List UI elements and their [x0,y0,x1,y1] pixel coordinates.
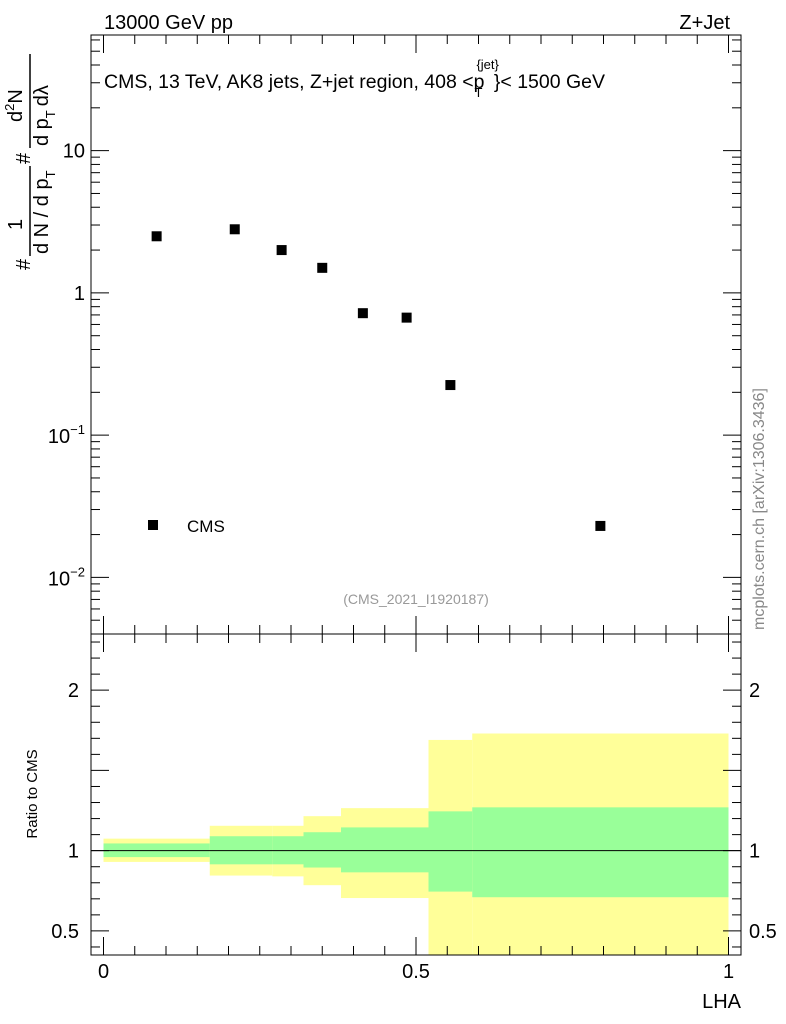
stat-uncertainty-band [472,807,729,898]
legend-label: CMS [187,517,225,536]
tick-base: 10 [48,568,70,590]
main-ytick-label: 10 [63,141,85,163]
ylabel-frac2-den-sub: T [43,110,58,118]
ratio-ytick-label: 1 [68,841,79,863]
main-frame [90,34,742,635]
ylabel-frac2-num-n: N [5,89,27,103]
tick-exponent: −2 [70,564,85,579]
analysis-id: (CMS_2021_I1920187) [343,591,489,607]
ylabel-hash1: # [13,258,35,270]
ylabel-dn-sub: T [43,170,58,178]
ratio-ytick-label-right: 2 [749,680,760,702]
ratio-xlabel: LHA [702,991,742,1013]
title-post: }< 1500 GeV [494,71,605,93]
header-left: 13000 GeV pp [104,12,233,34]
title-sup: {jet} [476,57,499,72]
data-point [445,380,456,391]
legend-marker [148,520,158,530]
main-ytick-label: 10−1 [48,422,85,448]
data-point [401,312,412,323]
ratio-panel [91,733,741,955]
ylabel-frac2-num-d: d [5,111,27,122]
main-ytick-label: 10−2 [48,564,85,590]
data-point [317,262,328,273]
ylabel-frac2-num: d2N [2,89,27,122]
stat-uncertainty-band [303,832,341,868]
watermark: mcplots.cern.ch [arXiv:1306.3436] [751,388,768,630]
ratio-xtick-label: 0 [98,961,109,983]
ylabel-dn: d N / d pT [31,170,58,254]
main-ylabel: # 1 d N / d pT # d2N d pTdλ [2,54,58,270]
ylabel-frac2-den-d: d p [31,118,53,146]
tick-base: 10 [48,426,70,448]
ratio-ytick-label-right: 0.5 [749,921,777,943]
main-title: CMS, 13 TeV, AK8 jets, Z+jet region, 408… [104,57,605,100]
ylabel-frac2-den-l: dλ [31,85,53,106]
ylabel-frac2-num-sup: 2 [2,104,17,111]
ratio-ytick-label: 0.5 [51,921,79,943]
main-ytick-label: 1 [74,283,85,305]
stat-uncertainty-band [428,811,473,892]
ratio-ytick-label: 2 [68,680,79,702]
ylabel-frac2-den: d pTdλ [31,85,58,146]
ratio-ylabel: Ratio to CMS [24,749,41,838]
stat-uncertainty-band [341,827,429,873]
data-point [151,231,162,242]
ratio-xtick-label: 0.5 [402,961,430,983]
header-right: Z+Jet [679,12,730,34]
ylabel-dn-text: d N / d p [31,178,53,254]
data-point [595,520,606,531]
data-point [357,308,368,319]
ratio-ytick-label-right: 1 [749,841,760,863]
main-panel [151,224,606,531]
ratio-xtick-label: 1 [723,961,734,983]
data-point [229,224,240,235]
data-point [276,245,287,256]
title-sub: T [475,85,483,100]
title-pre: CMS, 13 TeV, AK8 jets, Z+jet region, 408… [104,71,485,93]
ylabel-hash2: # [13,152,35,164]
tick-exponent: −1 [70,422,85,437]
ylabel-one: 1 [5,219,27,230]
